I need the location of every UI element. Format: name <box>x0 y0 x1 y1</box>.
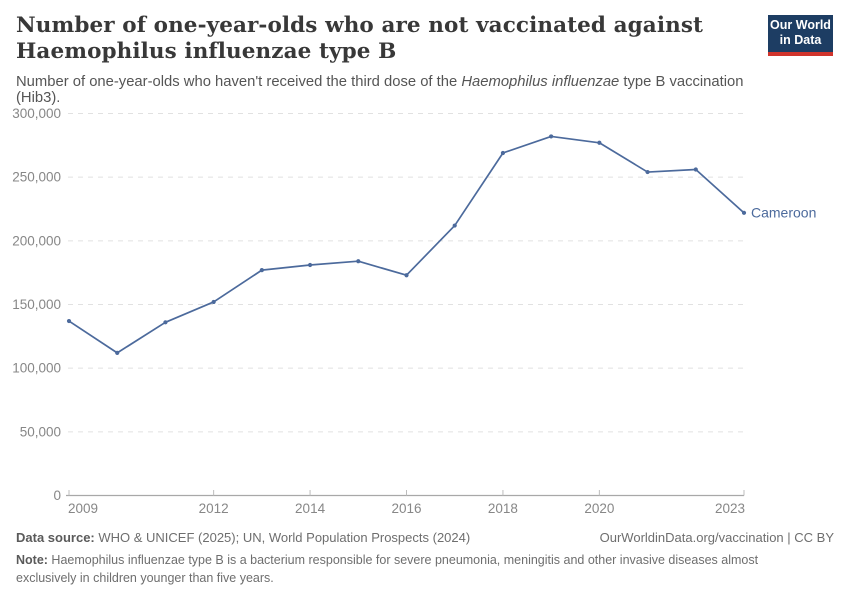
y-axis-tick-label: 50,000 <box>20 424 61 439</box>
data-source: Data source: WHO & UNICEF (2025); UN, Wo… <box>16 530 470 545</box>
data-point[interactable] <box>500 150 506 156</box>
x-axis-tick-label: 2016 <box>391 501 421 516</box>
data-point[interactable] <box>404 273 409 278</box>
data-point[interactable] <box>211 299 216 305</box>
data-point[interactable] <box>741 210 747 215</box>
subtitle-italic-text: Haemophilus influenzae <box>461 74 620 90</box>
x-axis-tick-label: 2023 <box>715 501 745 516</box>
data-point[interactable] <box>645 169 650 175</box>
data-point[interactable] <box>356 259 361 264</box>
note-label: Note: <box>16 553 48 567</box>
data-point[interactable] <box>452 223 457 228</box>
data-source-text: WHO & UNICEF (2025); UN, World Populatio… <box>94 530 471 545</box>
chart-note: Note: Haemophilus influenzae type B is a… <box>16 552 816 588</box>
y-axis-tick-label: 150,000 <box>12 297 61 312</box>
data-point[interactable] <box>549 134 554 139</box>
attribution: OurWorldinData.org/vaccination | CC BY <box>600 530 834 545</box>
data-point[interactable] <box>597 140 602 145</box>
x-axis-tick-label: 2009 <box>68 501 98 516</box>
subtitle-text-end: type B vaccination (Hib3). <box>16 74 744 106</box>
chart-footer: Data source: WHO & UNICEF (2025); UN, Wo… <box>16 530 834 588</box>
y-axis-tick-label: 0 <box>53 488 61 503</box>
owid-logo-line1: Our World <box>770 18 831 32</box>
owid-logo-line2: in Data <box>779 33 822 47</box>
x-axis-tick-label: 2014 <box>295 501 326 516</box>
y-axis-tick-label: 300,000 <box>12 106 61 121</box>
data-point[interactable] <box>259 268 264 273</box>
series-line-cameroon[interactable] <box>68 135 745 354</box>
y-axis-tick-label: 200,000 <box>12 233 61 248</box>
chart-header: Number of one-year-olds who are not vacc… <box>16 13 756 106</box>
y-axis-tick-label: 100,000 <box>12 361 61 376</box>
page-title: Number of one-year-olds who are not vacc… <box>16 13 756 65</box>
series-label-cameroon[interactable]: Cameroon <box>751 204 816 220</box>
attribution-link[interactable]: OurWorldinData.org/vaccination <box>599 530 784 545</box>
owid-logo[interactable]: Our World in Data <box>768 15 833 56</box>
license-text: | CC BY <box>783 530 834 545</box>
data-point[interactable] <box>115 350 120 355</box>
y-axis-tick-label: 250,000 <box>12 170 61 185</box>
title-line-2: Haemophilus influenzae type B <box>16 39 397 64</box>
subtitle-text: Number of one-year-olds who haven't rece… <box>16 74 462 90</box>
data-point[interactable] <box>307 262 313 268</box>
note-text: Haemophilus influenzae type B is a bacte… <box>16 553 759 585</box>
data-source-label: Data source: <box>16 530 95 545</box>
line-chart: 0 50,000 100,000 150,000 200,000 250,000 300,0… <box>12 106 816 516</box>
data-point[interactable] <box>66 318 72 324</box>
chart-subtitle: Number of one-year-olds who haven't rece… <box>16 74 756 106</box>
x-axis-tick-label: 2012 <box>199 501 229 516</box>
x-axis-tick-label: 2020 <box>584 501 614 516</box>
x-axis-tick-label: 2018 <box>488 501 518 516</box>
data-point[interactable] <box>693 167 698 172</box>
data-point[interactable] <box>163 320 168 325</box>
title-line-1: Number of one-year-olds who are not vacc… <box>16 13 704 38</box>
